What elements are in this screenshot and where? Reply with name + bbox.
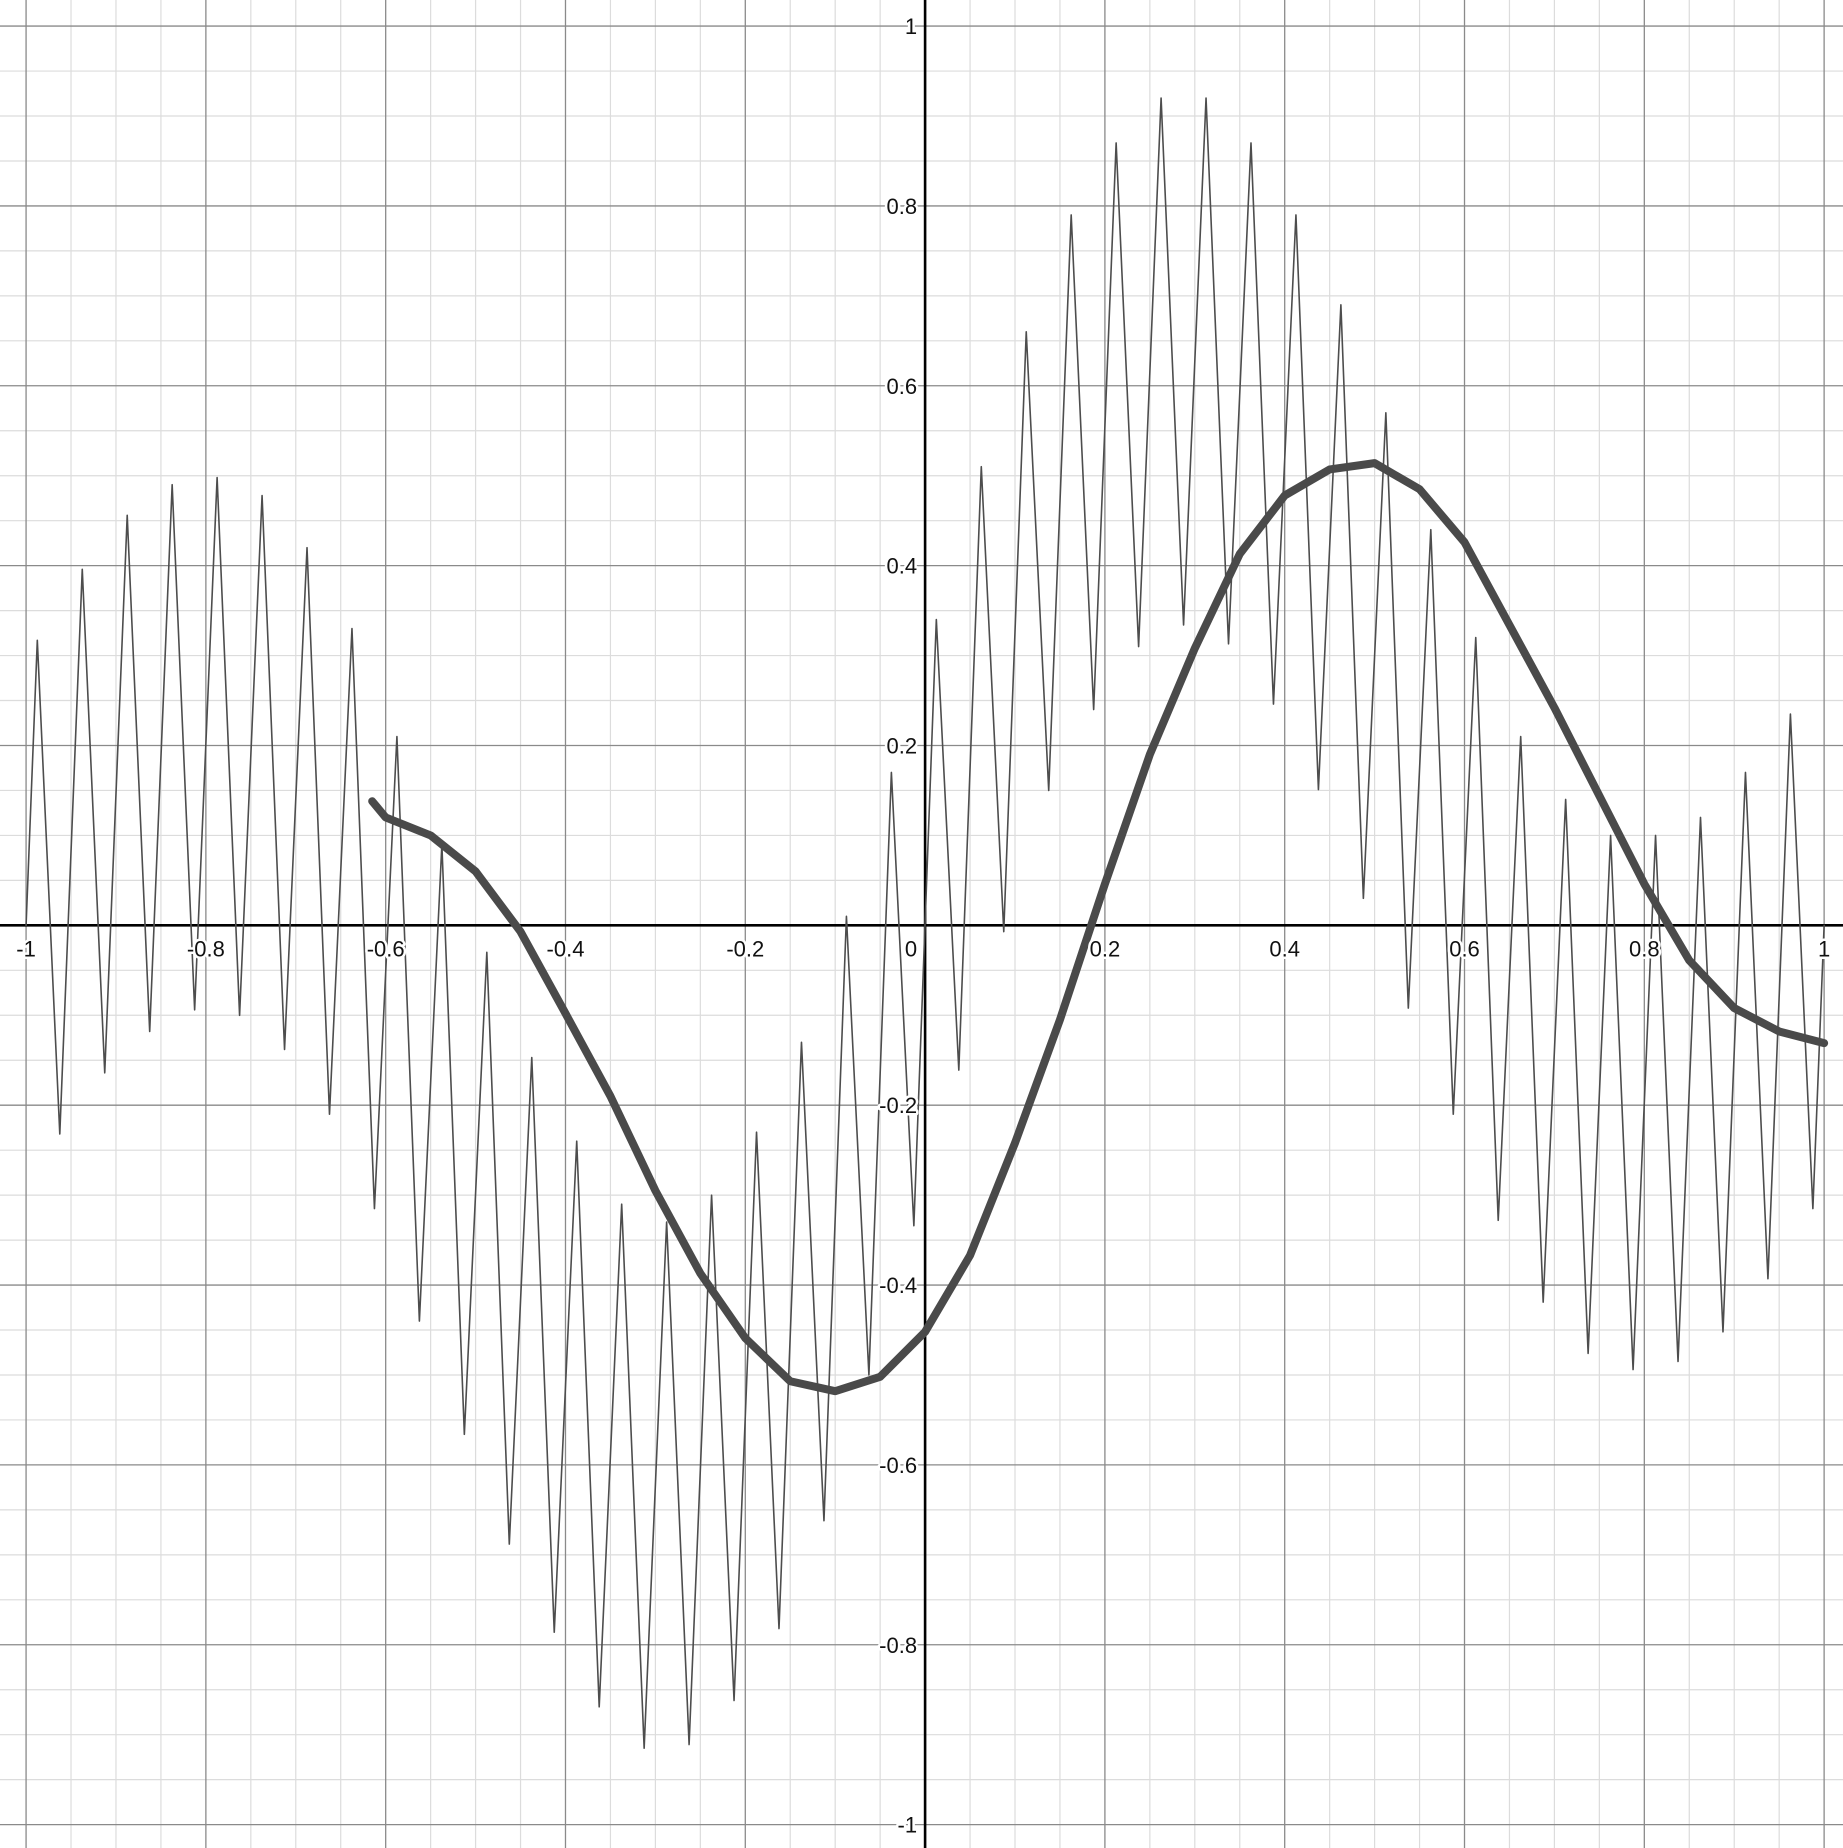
x-tick-label: 1	[1818, 936, 1830, 961]
y-tick-label: -0.2	[879, 1093, 917, 1118]
y-tick-label: 0.2	[887, 733, 918, 758]
y-tick-label: 0.4	[887, 554, 918, 579]
curve	[25, 97, 1825, 1749]
x-tick-label: 0.4	[1269, 936, 1300, 961]
x-tick-label: 0.2	[1090, 936, 1121, 961]
x-tick-label: 0.8	[1629, 936, 1660, 961]
x-tick-label: -0.2	[726, 936, 764, 961]
x-tick-label: 0	[905, 936, 917, 961]
x-tick-label: -0.6	[367, 936, 405, 961]
y-tick-label: -1	[898, 1813, 918, 1838]
x-tick-label: -1	[16, 936, 36, 961]
y-tick-label: 1	[905, 14, 917, 39]
y-tick-label: -0.6	[879, 1453, 917, 1478]
labels-layer: -1 -0.8 -0.6 -0.4 -0.2 0 0.2 0.4 0.6 0.8 1 -1 -0.8 -0…	[14, 12, 1833, 1841]
y-tick-label: 0.6	[887, 374, 918, 399]
curve	[368, 459, 1829, 1396]
x-tick-label: -0.4	[547, 936, 585, 961]
x-tick-label: 0.6	[1449, 936, 1480, 961]
y-tick-label: -0.8	[879, 1633, 917, 1658]
curves-layer	[25, 97, 1829, 1749]
y-tick-label: -0.4	[879, 1273, 917, 1298]
y-tick-label: 0.8	[887, 194, 918, 219]
x-tick-label: -0.8	[187, 936, 225, 961]
